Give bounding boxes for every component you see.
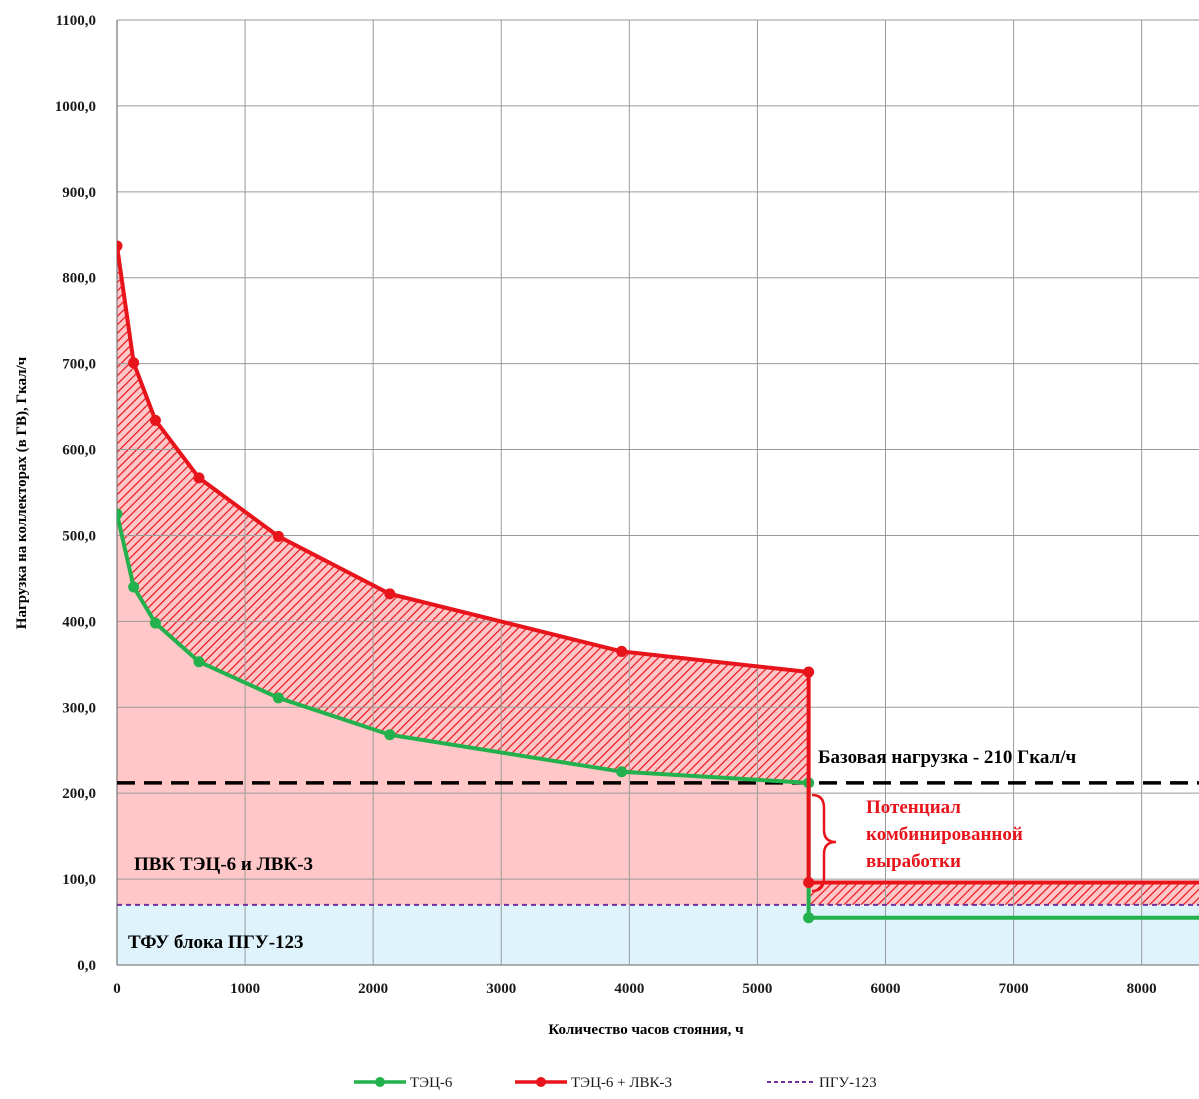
potential-brace — [811, 793, 837, 893]
hatched-area-upper — [117, 245, 809, 783]
tick-labels: 0 1000 2000 3000 4000 5000 6000 7000 8000 0,0 100,… — [55, 13, 1157, 997]
x-tick-label: 6000 — [870, 981, 900, 997]
data-point-tec6 — [272, 692, 284, 704]
y-tick-label: 300,0 — [62, 700, 96, 716]
y-tick-label: 600,0 — [62, 443, 96, 459]
grid — [116, 19, 1199, 966]
y-tick-label: 500,0 — [62, 528, 96, 544]
x-tick-label: 3000 — [486, 981, 516, 997]
data-point-tec6-lvk3 — [272, 530, 284, 542]
y-tick-label: 700,0 — [62, 357, 96, 373]
data-point-tec6-lvk3 — [149, 414, 161, 426]
legend-label-tec6-lvk3: ТЭЦ-6 + ЛВК-3 — [571, 1075, 672, 1091]
y-tick-label: 100,0 — [62, 872, 96, 888]
x-tick-label: 7000 — [999, 981, 1029, 997]
x-tick-label: 1000 — [230, 981, 260, 997]
y-tick-label: 0,0 — [77, 958, 96, 974]
data-point-tec6-lvk3 — [117, 240, 123, 252]
x-tick-label: 4000 — [614, 981, 644, 997]
legend-label-pgu123: ПГУ-123 — [819, 1075, 877, 1091]
y-tick-label: 1000,0 — [55, 99, 96, 115]
base-load-label: Базовая нагрузка - 210 Гкал/ч — [818, 747, 1077, 768]
legend-marker-tec6 — [375, 1077, 385, 1087]
y-axis-title: Нагрузка на коллекторах (в ГВ), Гкал/ч — [14, 356, 30, 629]
data-point-tec6-lvk3 — [803, 666, 815, 678]
data-point-tec6-lvk3 — [803, 877, 815, 889]
data-point-tec6 — [128, 581, 140, 593]
y-tick-label: 800,0 — [62, 271, 96, 287]
legend-label-tec6: ТЭЦ-6 — [410, 1075, 453, 1091]
data-point-tec6 — [193, 656, 205, 668]
potential-label-line2: комбинированной — [866, 824, 1023, 845]
x-tick-label: 0 — [113, 981, 121, 997]
data-point-tec6 — [149, 617, 161, 629]
data-point-tec6 — [117, 508, 123, 520]
data-point-tec6-lvk3 — [128, 357, 140, 369]
legend-item-tec6-lvk3: ТЭЦ-6 + ЛВК-3 — [515, 1075, 672, 1091]
potential-label-line3: выработки — [866, 851, 961, 872]
x-axis-title: Количество часов стояния, ч — [548, 1022, 744, 1038]
legend-item-tec6: ТЭЦ-6 — [354, 1075, 453, 1091]
data-point-tec6 — [616, 766, 628, 778]
fill-areas — [117, 245, 1199, 965]
data-point-tec6-lvk3 — [384, 588, 396, 600]
data-point-tec6-lvk3 — [193, 472, 205, 484]
hatched-area-lower — [808, 882, 1199, 905]
pvk-area-label: ПВК ТЭЦ-6 и ЛВК-3 — [134, 854, 313, 875]
series-line-tec6-lvk3 — [117, 245, 1199, 885]
legend-item-pgu123: ПГУ-123 — [767, 1075, 877, 1091]
x-tick-label: 2000 — [358, 981, 388, 997]
series-lines — [117, 240, 1199, 924]
legend-marker-tec6-lvk3 — [536, 1077, 546, 1087]
tfu-area-label: ТФУ блока ПГУ-123 — [128, 932, 304, 953]
y-tick-label: 1100,0 — [56, 13, 96, 29]
tfu-area — [117, 904, 1199, 965]
x-tick-label: 5000 — [742, 981, 772, 997]
data-point-tec6 — [803, 912, 815, 924]
legend: ТЭЦ-6 ТЭЦ-6 + ЛВК-3 ПГУ-123 — [354, 1075, 877, 1091]
data-point-tec6 — [384, 729, 396, 741]
y-tick-label: 400,0 — [62, 614, 96, 630]
x-tick-label: 8000 — [1127, 981, 1157, 997]
potential-label-line1: Потенциал — [866, 797, 961, 818]
pvk-area — [117, 513, 809, 905]
y-tick-label: 900,0 — [62, 185, 96, 201]
data-point-tec6-lvk3 — [616, 645, 628, 657]
y-tick-label: 200,0 — [62, 786, 96, 802]
